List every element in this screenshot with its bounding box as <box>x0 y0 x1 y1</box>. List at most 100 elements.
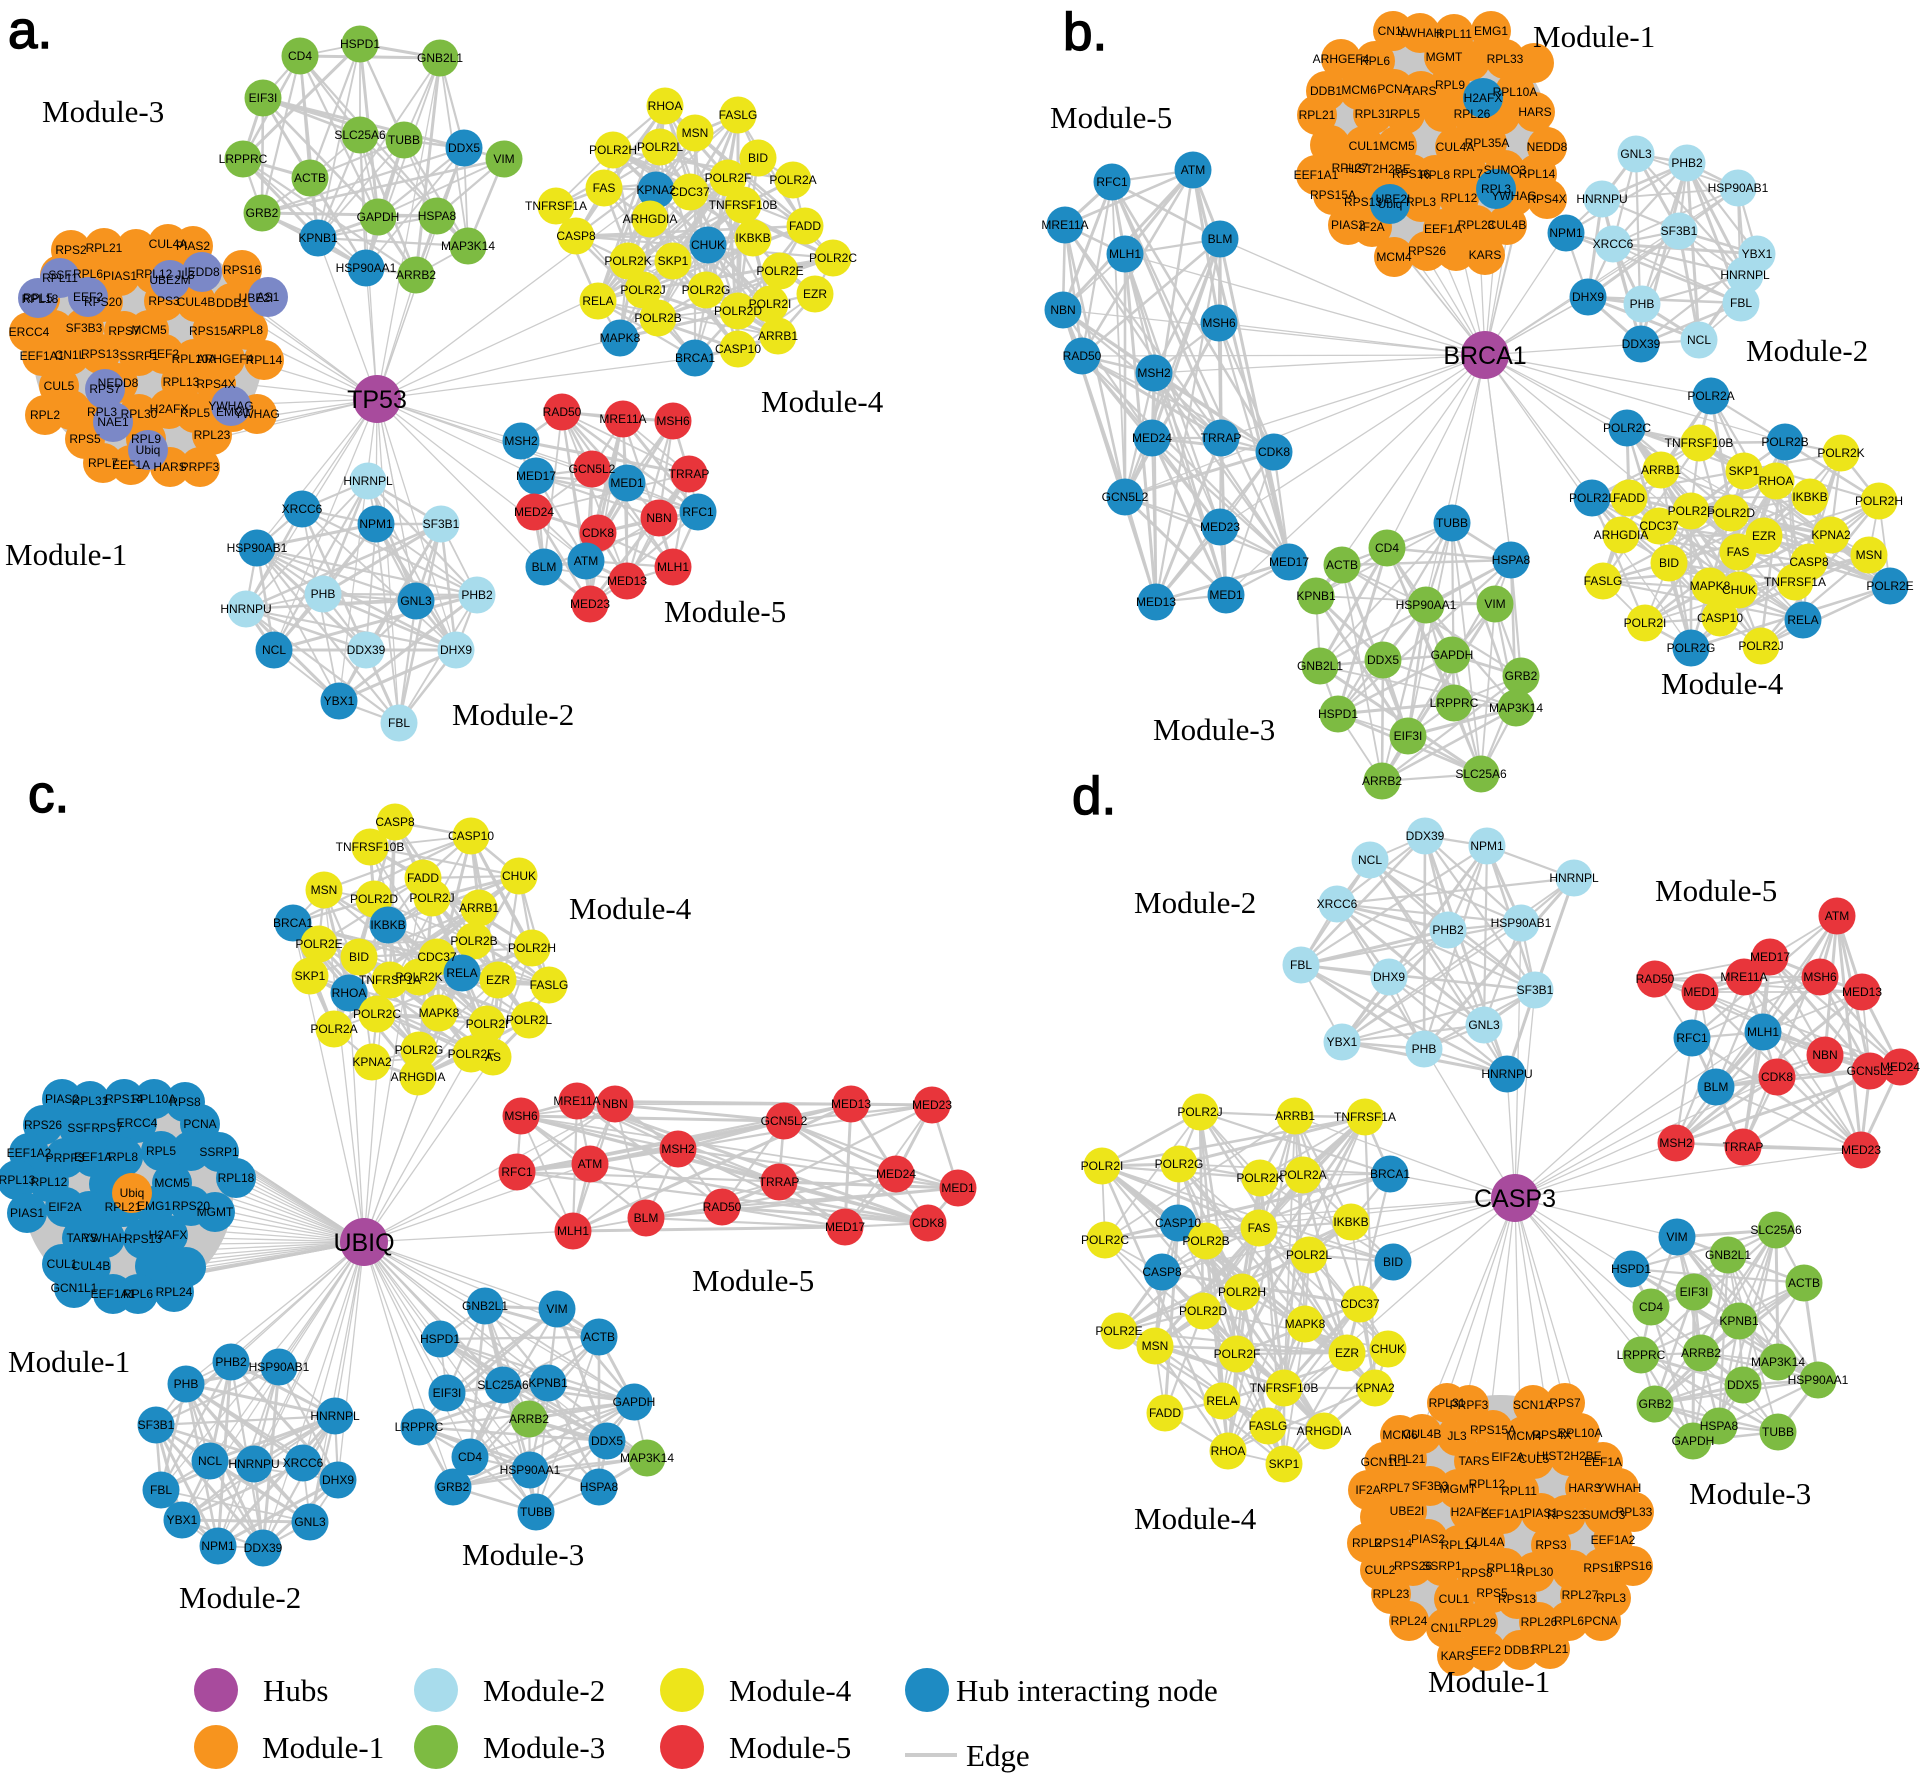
svg-text:Module-3: Module-3 <box>1689 1476 1811 1511</box>
svg-text:RPL12: RPL12 <box>1441 191 1478 205</box>
svg-text:RPS16: RPS16 <box>1392 167 1430 181</box>
svg-text:HNRNPU: HNRNPU <box>1576 192 1627 206</box>
svg-text:MAP3K14: MAP3K14 <box>441 239 495 253</box>
svg-text:RPL27: RPL27 <box>1332 161 1369 175</box>
svg-text:RPS4X: RPS4X <box>196 377 235 391</box>
svg-text:MED23: MED23 <box>912 1098 952 1112</box>
svg-text:HARS: HARS <box>1518 105 1551 119</box>
svg-text:HNRNPU: HNRNPU <box>228 1457 279 1471</box>
svg-text:EIF2A: EIF2A <box>1491 1450 1524 1464</box>
svg-text:MAPK8: MAPK8 <box>1690 579 1731 593</box>
svg-text:MCM4: MCM4 <box>1376 250 1412 264</box>
svg-text:CUL4B: CUL4B <box>177 295 216 309</box>
svg-text:XRCC6: XRCC6 <box>1593 237 1634 251</box>
svg-text:MAPK8: MAPK8 <box>419 1006 460 1020</box>
svg-text:Module-4: Module-4 <box>569 891 692 926</box>
svg-text:NEDD8: NEDD8 <box>98 376 139 390</box>
svg-text:RPL3: RPL3 <box>1481 182 1511 196</box>
svg-text:HNRNPL: HNRNPL <box>1549 871 1599 885</box>
svg-text:NPM1: NPM1 <box>1470 839 1504 853</box>
svg-text:CDK8: CDK8 <box>912 1216 944 1230</box>
svg-text:TARS: TARS <box>1458 1454 1489 1468</box>
svg-text:SF3B1: SF3B1 <box>423 517 460 531</box>
svg-text:RELA: RELA <box>446 966 477 980</box>
svg-text:RPL33: RPL33 <box>1616 1505 1653 1519</box>
svg-text:IKBKB: IKBKB <box>370 918 405 932</box>
svg-text:MCM4: MCM4 <box>1506 1429 1542 1443</box>
svg-text:MRE11A: MRE11A <box>599 412 646 426</box>
svg-text:POLR2A: POLR2A <box>1279 1168 1326 1182</box>
svg-text:MAP3K14: MAP3K14 <box>1489 701 1543 715</box>
svg-text:ACTB: ACTB <box>1326 558 1358 572</box>
svg-text:PCNA: PCNA <box>1584 1614 1617 1628</box>
svg-text:KPNA2: KPNA2 <box>636 183 676 197</box>
svg-text:IF2A: IF2A <box>1359 220 1384 234</box>
svg-text:HSPD1: HSPD1 <box>1611 1262 1651 1276</box>
svg-text:MED13: MED13 <box>1136 595 1176 609</box>
svg-text:CUL1: CUL1 <box>1439 1592 1470 1606</box>
svg-text:RPL5: RPL5 <box>180 406 210 420</box>
svg-text:LRPPRC: LRPPRC <box>1617 1348 1666 1362</box>
svg-text:DDB1: DDB1 <box>216 296 248 310</box>
svg-text:POLR2I: POLR2I <box>749 297 792 311</box>
svg-text:RPL10A: RPL10A <box>172 352 217 366</box>
svg-text:GNB2L1: GNB2L1 <box>1297 659 1343 673</box>
svg-text:POLR2C: POLR2C <box>1081 1233 1129 1247</box>
svg-text:RPS4X: RPS4X <box>1532 1428 1571 1442</box>
svg-text:PHB2: PHB2 <box>1432 923 1464 937</box>
svg-text:HNRNPL: HNRNPL <box>1720 268 1770 282</box>
svg-text:RPS23: RPS23 <box>1547 1508 1585 1522</box>
svg-text:NPM1: NPM1 <box>1549 226 1583 240</box>
svg-text:ERCC4: ERCC4 <box>9 325 50 339</box>
svg-text:SKP1: SKP1 <box>295 969 326 983</box>
svg-text:ARRB2: ARRB2 <box>509 1412 549 1426</box>
svg-text:RPL23: RPL23 <box>194 428 231 442</box>
svg-text:RPS15A: RPS15A <box>1470 1423 1516 1437</box>
svg-text:RFC1: RFC1 <box>501 1165 533 1179</box>
svg-text:GCN5L2: GCN5L2 <box>1847 1064 1894 1078</box>
svg-text:POLR2K: POLR2K <box>604 254 651 268</box>
svg-text:SF3B3: SF3B3 <box>1412 1479 1449 1493</box>
svg-text:ACTB: ACTB <box>294 171 326 185</box>
svg-text:IKBKB: IKBKB <box>1333 1215 1368 1229</box>
svg-text:RPL31: RPL31 <box>72 1094 109 1108</box>
svg-text:TNFRSF1A: TNFRSF1A <box>525 199 587 213</box>
svg-text:FBL: FBL <box>1290 958 1312 972</box>
svg-text:MCM5: MCM5 <box>1379 139 1415 153</box>
svg-text:UBE2I: UBE2I <box>1376 192 1411 206</box>
svg-text:CASP10: CASP10 <box>448 829 494 843</box>
svg-text:Ubiq: Ubiq <box>120 1186 145 1200</box>
svg-text:HSP90AB1: HSP90AB1 <box>1491 916 1552 930</box>
svg-text:RPL21: RPL21 <box>105 1200 142 1214</box>
svg-text:SF3B1: SF3B1 <box>1661 224 1698 238</box>
svg-text:MED1: MED1 <box>610 476 644 490</box>
svg-text:YBX1: YBX1 <box>324 694 355 708</box>
svg-text:MSN: MSN <box>682 126 709 140</box>
svg-text:DDX5: DDX5 <box>591 1434 623 1448</box>
svg-text:HSPA8: HSPA8 <box>418 209 457 223</box>
svg-text:POLR2L: POLR2L <box>637 140 683 154</box>
svg-text:SKP1: SKP1 <box>658 254 689 268</box>
svg-text:AS1: AS1 <box>257 290 280 304</box>
svg-text:EIF3I: EIF3I <box>249 91 278 105</box>
svg-text:HSP90AA1: HSP90AA1 <box>336 261 397 275</box>
svg-text:UBE2I: UBE2I <box>1390 1504 1425 1518</box>
svg-text:PHB: PHB <box>174 1377 199 1391</box>
svg-text:RPS3: RPS3 <box>1535 1538 1567 1552</box>
svg-text:Module-3: Module-3 <box>1153 712 1275 747</box>
svg-text:YWHAG: YWHAG <box>208 399 253 413</box>
svg-text:RPS26: RPS26 <box>1408 244 1446 258</box>
svg-text:HNRNPU: HNRNPU <box>220 602 271 616</box>
svg-text:PRPF3: PRPF3 <box>1450 1398 1489 1412</box>
svg-text:MCM6: MCM6 <box>1341 83 1377 97</box>
svg-text:IKBKB: IKBKB <box>1792 490 1827 504</box>
svg-text:CASP8: CASP8 <box>1142 1265 1182 1279</box>
svg-text:POLR2G: POLR2G <box>1155 1157 1204 1171</box>
svg-text:EZR: EZR <box>486 973 510 987</box>
svg-text:RPL27: RPL27 <box>1562 1588 1599 1602</box>
svg-text:CDC37: CDC37 <box>1340 1297 1380 1311</box>
svg-text:PHB2: PHB2 <box>461 588 493 602</box>
svg-text:ARRB1: ARRB1 <box>459 901 499 915</box>
svg-text:NBN: NBN <box>1812 1048 1837 1062</box>
svg-text:CHUK: CHUK <box>502 869 536 883</box>
